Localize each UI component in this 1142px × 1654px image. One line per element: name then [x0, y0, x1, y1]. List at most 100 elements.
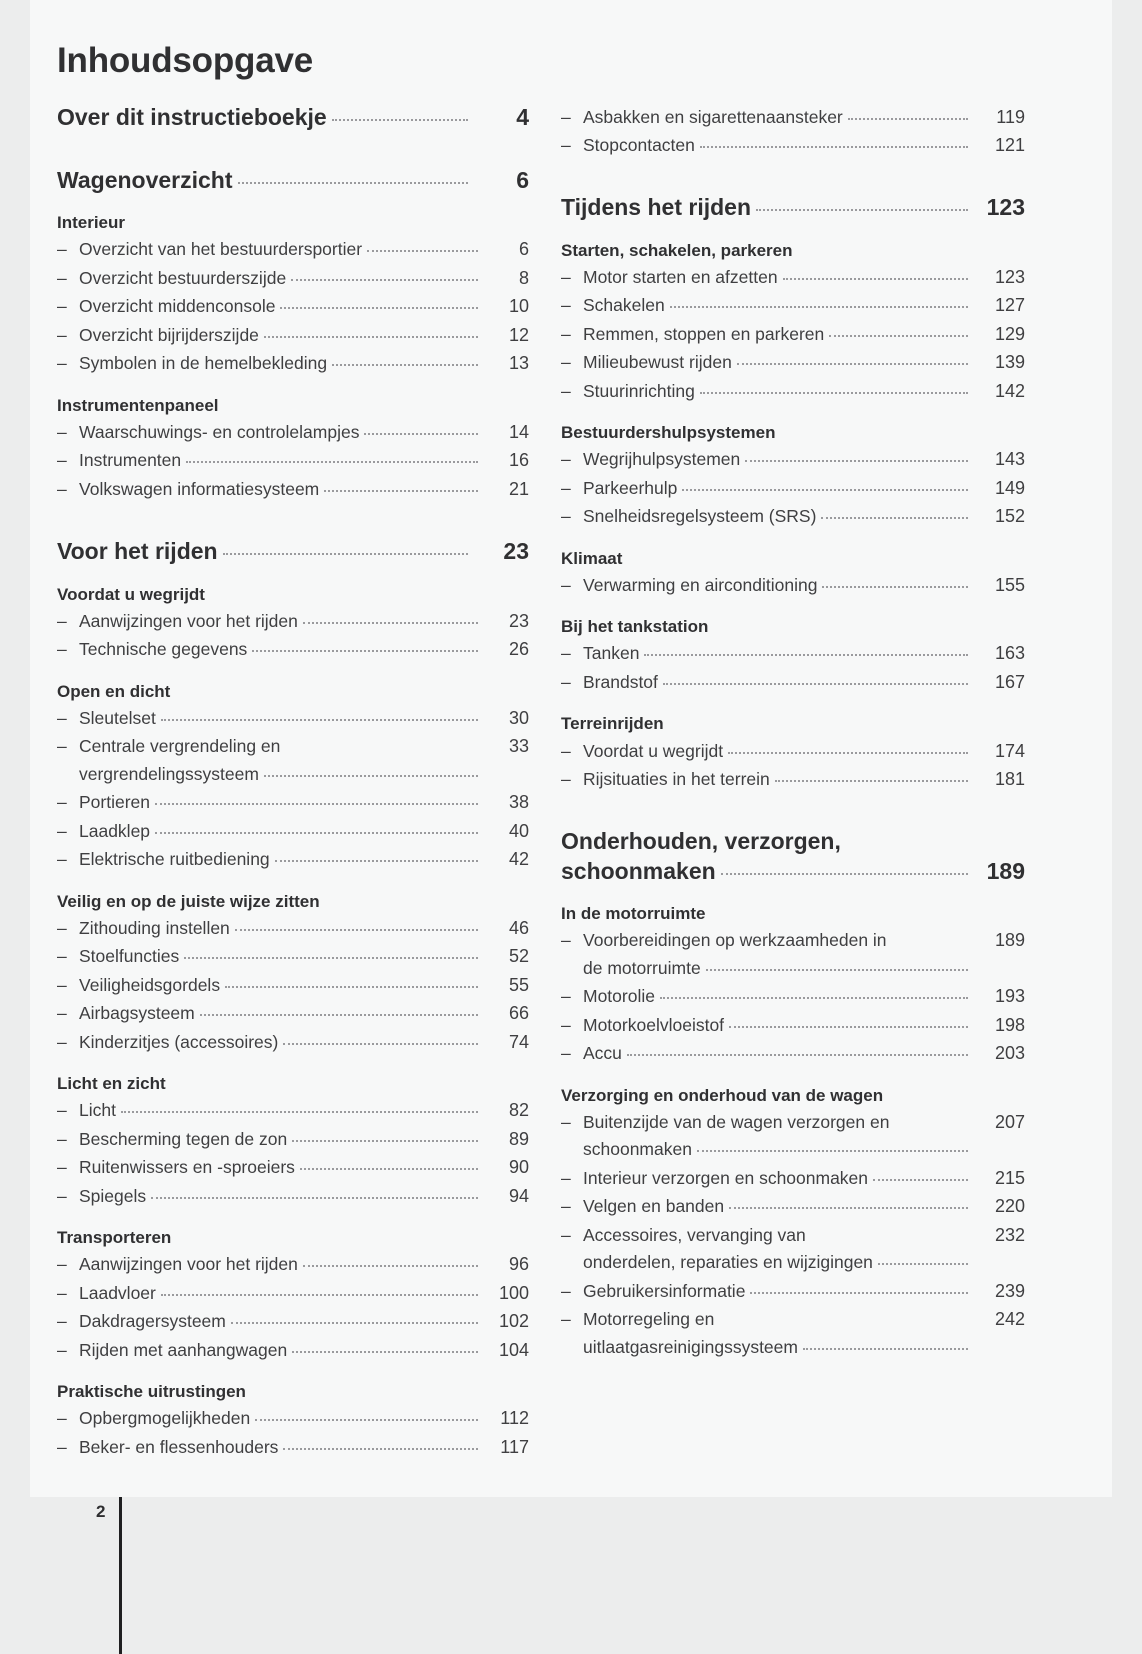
toc-entry[interactable]: – Zithouding instellen 46 [57, 914, 529, 942]
page-number: 163 [994, 643, 1025, 664]
page-number: 167 [994, 671, 1025, 692]
toc-entry[interactable]: – Airbagsysteem 66 [57, 999, 529, 1027]
toc-entry[interactable]: – Laadklep 40 [57, 817, 529, 845]
toc-entry[interactable]: – Opbergmogelijkheden 112 [57, 1404, 529, 1432]
dot-leader [324, 489, 478, 492]
toc-entry[interactable]: – Beker- en flessenhouders 117 [57, 1433, 529, 1461]
toc-entry[interactable]: – Waarschuwings- en controlelampjes 14 [57, 418, 529, 446]
toc-entry-body: Wegrijhulpsystemen [583, 446, 973, 473]
entry-dash-icon: – [561, 1224, 571, 1245]
toc-entry-body: Snelheidsregelsysteem (SRS) [583, 503, 973, 530]
toc-entry[interactable]: – Parkeerhulp 149 [561, 474, 1025, 502]
toc-entry[interactable]: – Motorolie 193 [561, 982, 1025, 1010]
toc-entry[interactable]: – Aanwijzingen voor het rijden 96 [57, 1250, 529, 1278]
entry-dash-icon: – [561, 986, 571, 1007]
toc-entry[interactable]: – Stoelfuncties 52 [57, 942, 529, 970]
page-number: 33 [508, 736, 529, 757]
dot-leader [873, 1178, 968, 1181]
toc-entry[interactable]: – Brandstof 167 [561, 668, 1025, 696]
toc-entry[interactable]: – Gebruikersinformatie 239 [561, 1277, 1025, 1305]
toc-entry[interactable]: – Velgen en banden 220 [561, 1192, 1025, 1220]
toc-entry[interactable]: – Voorbereidingen op werkzaamheden in de m… [561, 926, 1025, 982]
toc-entry[interactable]: – Stopcontacten 121 [561, 131, 1025, 159]
page-number: 14 [508, 421, 529, 442]
entry-dash-icon: – [57, 421, 67, 442]
toc-entry[interactable]: – Rijden met aanhangwagen 104 [57, 1336, 529, 1364]
toc-section-label: schoonmaken [561, 857, 716, 884]
toc-entry-body: Symbolen in de hemelbekleding [79, 350, 483, 377]
toc-entry[interactable]: – Motorkoelvloeistof 198 [561, 1011, 1025, 1039]
toc-entry[interactable]: – Voordat u wegrijdt 174 [561, 737, 1025, 765]
toc-section-heading[interactable]: Wagenoverzicht 6 [57, 166, 529, 195]
toc-section-heading[interactable]: Voor het rijden 23 [57, 537, 529, 566]
toc-entry[interactable]: – Bescherming tegen de zon 89 [57, 1125, 529, 1153]
toc-entry[interactable]: – Overzicht van het bestuurdersportier 6 [57, 235, 529, 263]
dot-leader [847, 117, 968, 120]
toc-entry-body: Elektrische ruitbediening [79, 846, 483, 873]
toc-section-label: Wagenoverzicht [57, 166, 233, 193]
toc-entry[interactable]: – Schakelen 127 [561, 291, 1025, 319]
toc-entry[interactable]: – Rijsituaties in het terrein 181 [561, 765, 1025, 793]
toc-entry[interactable]: – Milieubewust rijden 139 [561, 348, 1025, 376]
toc-entry[interactable]: – Overzicht bijrijderszijde 12 [57, 321, 529, 349]
toc-entry[interactable]: – Dakdragersysteem 102 [57, 1307, 529, 1335]
entry-dash-icon: – [57, 1185, 67, 1206]
toc-entry[interactable]: – Interieur verzorgen en schoonmaken 215 [561, 1164, 1025, 1192]
dot-leader [155, 831, 478, 834]
toc-entry-body: Instrumenten [79, 447, 483, 474]
toc-entry[interactable]: – Sleutelset 30 [57, 704, 529, 732]
toc-entry-label: Technische gegevens [79, 639, 248, 660]
page-number: 46 [508, 917, 529, 938]
toc-entry[interactable]: – Accessoires, vervanging van onderdelen, … [561, 1221, 1025, 1277]
toc-entry[interactable]: – Kinderzitjes (accessoires) 74 [57, 1028, 529, 1056]
toc-entry[interactable]: – Aanwijzingen voor het rijden 23 [57, 607, 529, 635]
toc-entry[interactable]: – Instrumenten 16 [57, 446, 529, 474]
toc-entry-label: Veiligheidsgordels [79, 974, 221, 995]
toc-section-heading[interactable]: Onderhouden, verzorgen, schoonmaken 189 [561, 827, 1025, 886]
toc-entry[interactable]: – Elektrische ruitbediening 42 [57, 845, 529, 873]
toc-group-heading: Starten, schakelen, parkeren [561, 240, 793, 260]
toc-entry[interactable]: – Accu 203 [561, 1039, 1025, 1067]
entry-dash-icon: – [561, 1167, 571, 1188]
toc-entry[interactable]: – Verwarming en airconditioning 155 [561, 571, 1025, 599]
toc-entry-label: Airbagsysteem [79, 1003, 195, 1024]
entry-dash-icon: – [57, 450, 67, 471]
dot-leader [626, 1054, 968, 1057]
dot-leader [756, 209, 968, 212]
toc-group-heading: Praktische uitrustingen [57, 1382, 246, 1402]
toc-entry[interactable]: – Wegrijhulpsystemen 143 [561, 445, 1025, 473]
toc-entry[interactable]: – Licht 82 [57, 1096, 529, 1124]
toc-entry[interactable]: – Spiegels 94 [57, 1182, 529, 1210]
entry-dash-icon: – [57, 792, 67, 813]
dot-leader [802, 1347, 968, 1350]
toc-entry[interactable]: – Asbakken en sigarettenaansteker 119 [561, 103, 1025, 131]
toc-entry[interactable]: – Veiligheidsgordels 55 [57, 971, 529, 999]
toc-entry[interactable]: – Snelheidsregelsysteem (SRS) 152 [561, 502, 1025, 530]
toc-entry[interactable]: – Stuurinrichting 142 [561, 377, 1025, 405]
toc-entry[interactable]: – Overzicht bestuurderszijde 8 [57, 264, 529, 292]
toc-entry[interactable]: – Technische gegevens 26 [57, 635, 529, 663]
toc-entry[interactable]: – Tanken 163 [561, 639, 1025, 667]
toc-entry[interactable]: – Motor starten en afzetten 123 [561, 263, 1025, 291]
toc-entry-label: Velgen en banden [583, 1196, 725, 1217]
toc-entry[interactable]: – Remmen, stoppen en parkeren 129 [561, 320, 1025, 348]
toc-entry[interactable]: – Ruitenwissers en -sproeiers 90 [57, 1153, 529, 1181]
page-title: Inhoudsopgave [57, 41, 314, 80]
toc-entry-body: Laadvloer [79, 1280, 483, 1307]
toc-entry-label: Verwarming en airconditioning [583, 574, 818, 595]
dot-leader [736, 363, 968, 366]
toc-entry[interactable]: – Symbolen in de hemelbekleding 13 [57, 349, 529, 377]
toc-section-heading[interactable]: Tijdens het rijden 123 [561, 193, 1025, 222]
toc-section-heading[interactable]: Over dit instructieboekje 4 [57, 103, 529, 132]
toc-entry-body: Voordat u wegrijdt [583, 738, 973, 765]
toc-entry[interactable]: – Overzicht middenconsole 10 [57, 292, 529, 320]
toc-group-heading: Voordat u wegrijdt [57, 584, 205, 604]
toc-entry[interactable]: – Centrale vergrendeling en vergrendelings… [57, 732, 529, 788]
toc-entry[interactable]: – Portieren 38 [57, 788, 529, 816]
toc-entry[interactable]: – Laadvloer 100 [57, 1279, 529, 1307]
dot-leader [252, 650, 478, 653]
toc-entry[interactable]: – Buitenzijde van de wagen verzorgen en sc… [561, 1108, 1025, 1164]
toc-entry[interactable]: – Volkswagen informatiesysteem 21 [57, 475, 529, 503]
toc-entry[interactable]: – Motorregeling en uitlaatgasreinigingssys… [561, 1305, 1025, 1361]
dot-leader [821, 517, 968, 520]
